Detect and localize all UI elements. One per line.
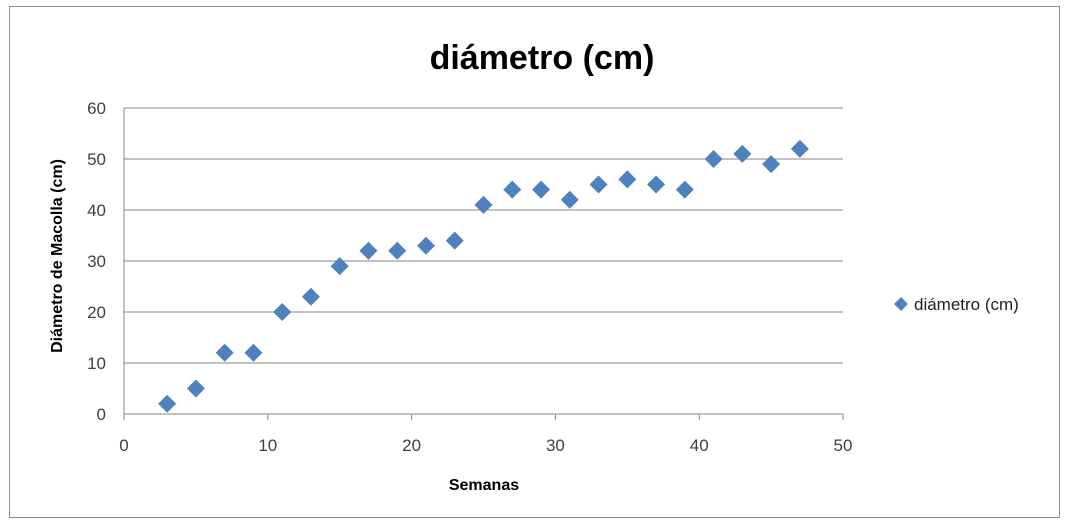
x-tick-label: 10 xyxy=(258,436,277,455)
data-point xyxy=(388,241,407,260)
data-point xyxy=(330,257,349,276)
x-tick-label: 40 xyxy=(690,436,709,455)
y-tick-label: 10 xyxy=(87,354,106,373)
x-axis-label: Semanas xyxy=(449,477,519,494)
data-point xyxy=(532,180,551,199)
y-tick-label: 50 xyxy=(87,150,106,169)
chart-title: diámetro (cm) xyxy=(430,39,655,77)
data-point xyxy=(359,241,378,260)
data-point xyxy=(704,150,723,168)
legend-entry-label: diámetro (cm) xyxy=(914,295,1019,314)
y-tick-label: 60 xyxy=(87,99,106,118)
data-point xyxy=(244,343,263,362)
data-point xyxy=(618,170,637,189)
x-tick-labels: 0 10 20 30 40 50 xyxy=(119,436,852,455)
y-tick-label: 0 xyxy=(97,405,106,424)
data-point xyxy=(503,180,522,199)
y-tick-label: 20 xyxy=(87,303,106,322)
y-axis-label: Diámetro de Macolla (cm) xyxy=(49,159,66,353)
data-point xyxy=(273,303,292,321)
axes xyxy=(123,108,844,420)
y-tick-labels: 0 10 20 30 40 50 60 xyxy=(87,99,106,424)
x-tick-label: 20 xyxy=(402,436,421,455)
data-point xyxy=(445,231,464,250)
data-point xyxy=(589,175,608,194)
data-point xyxy=(733,144,752,163)
y-tick-label: 40 xyxy=(87,201,106,220)
data-point xyxy=(215,343,234,362)
x-tick-label: 30 xyxy=(546,436,565,455)
data-point xyxy=(301,287,320,306)
chart-frame: diámetro (cm) 0 10 20 30 40 50 60 0 10 20 30 40 50 … xyxy=(9,6,1060,518)
data-point xyxy=(560,190,579,209)
data-point xyxy=(186,379,205,398)
legend-diamond-icon xyxy=(894,297,908,311)
gridlines xyxy=(124,107,843,364)
x-tick-label: 50 xyxy=(834,436,853,455)
data-point xyxy=(474,195,493,214)
data-point xyxy=(762,155,781,174)
data-point xyxy=(647,175,666,194)
data-point xyxy=(790,139,809,158)
data-point xyxy=(675,180,694,199)
y-tick-label: 30 xyxy=(87,252,106,271)
legend: diámetro (cm) xyxy=(894,295,1019,314)
x-tick-label: 0 xyxy=(119,436,128,455)
data-points xyxy=(158,139,809,413)
data-point xyxy=(416,236,435,255)
data-point xyxy=(158,394,177,413)
